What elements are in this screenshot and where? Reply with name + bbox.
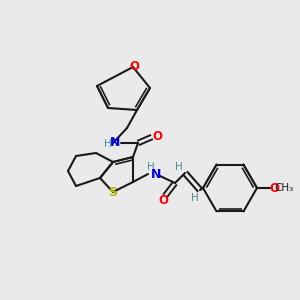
Text: O: O bbox=[129, 59, 139, 73]
Text: O: O bbox=[158, 194, 168, 208]
Text: CH₃: CH₃ bbox=[274, 183, 294, 193]
Text: S: S bbox=[109, 187, 118, 200]
Text: H: H bbox=[191, 193, 199, 203]
Text: O: O bbox=[152, 130, 162, 142]
Text: N: N bbox=[110, 136, 120, 149]
Text: H: H bbox=[104, 139, 112, 149]
Text: O: O bbox=[269, 182, 279, 194]
Text: H: H bbox=[147, 162, 155, 172]
Text: H: H bbox=[175, 162, 183, 172]
Text: N: N bbox=[151, 167, 161, 181]
